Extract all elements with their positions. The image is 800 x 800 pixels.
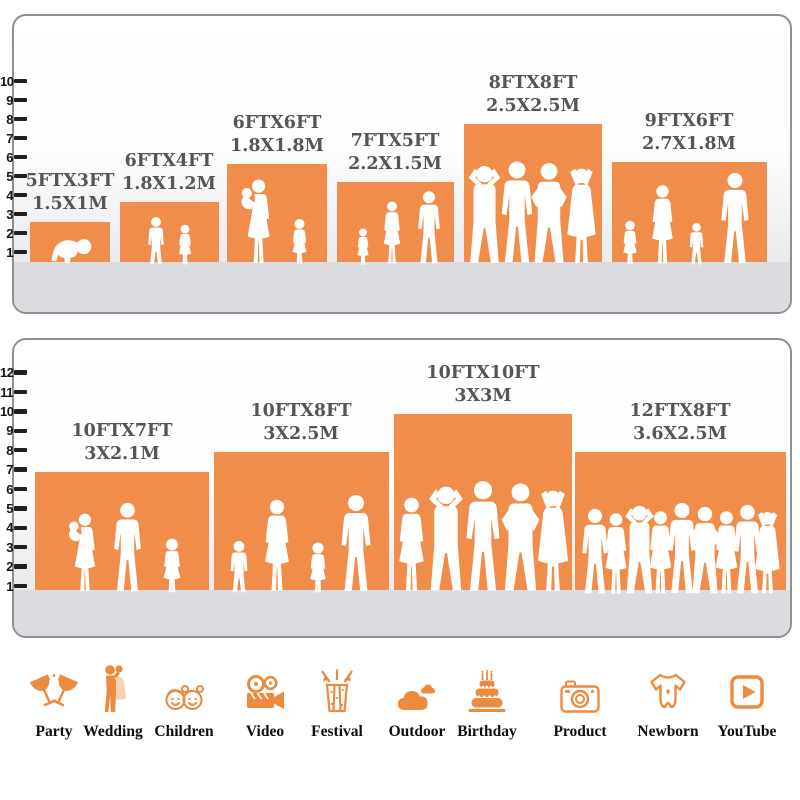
category-festival: Festival — [292, 658, 382, 741]
size-label-6x6: 6FTX6FT 1.8X1.8M — [230, 112, 324, 158]
size-label-7x5: 7FTX5FT 2.2X1.5M — [348, 130, 442, 176]
youtube-icon — [723, 658, 771, 716]
size-label-10x10: 10FTX10FT 3X3M — [426, 362, 539, 408]
backdrop-box-5x3 — [30, 222, 110, 264]
size-ft: 9FTX6FT — [644, 111, 734, 131]
size-label-6x4: 6FTX4FT 1.8X1.2M — [122, 150, 216, 196]
outdoor-icon — [393, 658, 441, 716]
size-label-8x8: 8FTX8FT 2.5X2.5M — [486, 72, 580, 118]
size-ft: 10FTX7FT — [71, 421, 173, 441]
size-ft: 10FTX10FT — [426, 363, 540, 383]
video-icon — [241, 658, 289, 716]
people-silhouette-children — [148, 217, 192, 265]
size-ft: 6FTX6FT — [232, 113, 322, 133]
size-ft: 5FTX3FT — [25, 171, 115, 191]
size-ft: 6FTX4FT — [124, 151, 214, 171]
category-label: YouTube — [717, 723, 777, 740]
size-ft: 12FTX8FT — [629, 401, 731, 421]
size-label-9x6: 9FTX6FT 2.7X1.8M — [642, 110, 736, 156]
backdrop-box-10x7 — [35, 472, 209, 593]
category-outdoor: Outdoor — [372, 658, 462, 741]
backdrop-box-6x6 — [227, 164, 327, 265]
category-label: Birthday — [457, 723, 517, 740]
floor — [14, 590, 790, 636]
backdrop-box-8x8 — [464, 124, 602, 263]
people-silhouette-family — [68, 502, 181, 593]
festival-icon — [313, 658, 361, 716]
size-m: 3.6X2.5M — [633, 423, 727, 444]
category-label: Festival — [311, 723, 363, 740]
wedding-icon — [91, 658, 135, 716]
newborn-icon — [644, 658, 692, 716]
category-label: Product — [553, 723, 607, 740]
category-label: Children — [154, 723, 214, 740]
people-silhouette-family-four — [230, 495, 371, 593]
backdrop-box-10x8 — [214, 452, 389, 593]
category-children: Children — [139, 658, 229, 741]
people-silhouette-adults-group — [468, 161, 596, 263]
category-video: Video — [220, 658, 310, 741]
backdrop-box-12x8 — [575, 452, 786, 594]
size-m: 1.8X1.8M — [230, 135, 324, 156]
backdrop-box-9x6 — [612, 162, 767, 265]
size-m: 2.7X1.8M — [642, 133, 736, 154]
category-label: Party — [35, 723, 73, 740]
floor — [14, 262, 790, 312]
size-ft: 10FTX8FT — [250, 401, 352, 421]
size-label-10x7: 10FTX7FT 3X2.1M — [71, 420, 172, 466]
category-party: Party — [9, 658, 99, 741]
category-wedding: Wedding — [68, 658, 158, 741]
people-silhouette-mother-kids — [241, 179, 307, 265]
size-label-10x8: 10FTX8FT 3X2.5M — [250, 400, 351, 446]
party-icon — [30, 658, 78, 716]
size-m: 3X3M — [454, 385, 512, 406]
size-m: 2.5X2.5M — [486, 95, 580, 116]
size-m: 2.2X1.5M — [348, 153, 442, 174]
size-m: 3X2.1M — [84, 443, 160, 464]
category-product: Product — [535, 658, 625, 741]
people-silhouette-family-three — [357, 191, 440, 265]
backdrop-box-10x10 — [394, 414, 572, 591]
people-silhouette-crowd — [582, 502, 780, 594]
category-label: Outdoor — [388, 723, 446, 740]
size-m: 1.8X1.2M — [122, 173, 216, 194]
people-silhouette-baby — [51, 239, 92, 264]
category-label: Newborn — [637, 723, 699, 740]
product-icon — [556, 658, 604, 716]
backdrop-box-6x4 — [120, 202, 219, 265]
panel-medium-sizes: 10FTX7FT 3X2.1M 10FTX8FT 3X2.5M 10FTX10F… — [12, 338, 792, 638]
birthday-icon — [463, 658, 511, 716]
children-icon — [160, 658, 208, 716]
size-ft: 7FTX5FT — [350, 131, 440, 151]
size-m: 3X2.5M — [263, 423, 339, 444]
size-ft: 8FTX8FT — [488, 73, 578, 93]
size-label-5x3: 5FTX3FT 1.5X1M — [26, 170, 115, 216]
size-label-12x8: 12FTX8FT 3.6X2.5M — [629, 400, 730, 446]
people-silhouette-adults-group — [399, 481, 569, 591]
category-label: Video — [245, 723, 285, 740]
category-label: Wedding — [83, 723, 143, 740]
people-silhouette-family-four — [623, 172, 749, 265]
panel-small-sizes: 5FTX3FT 1.5X1M 6FTX4FT 1.8X1.2M 6FTX6FT … — [12, 14, 792, 314]
size-m: 1.5X1M — [32, 193, 108, 214]
backdrop-box-7x5 — [337, 182, 454, 265]
category-birthday: Birthday — [442, 658, 532, 741]
category-newborn: Newborn — [623, 658, 713, 741]
category-youtube: YouTube — [702, 658, 792, 741]
